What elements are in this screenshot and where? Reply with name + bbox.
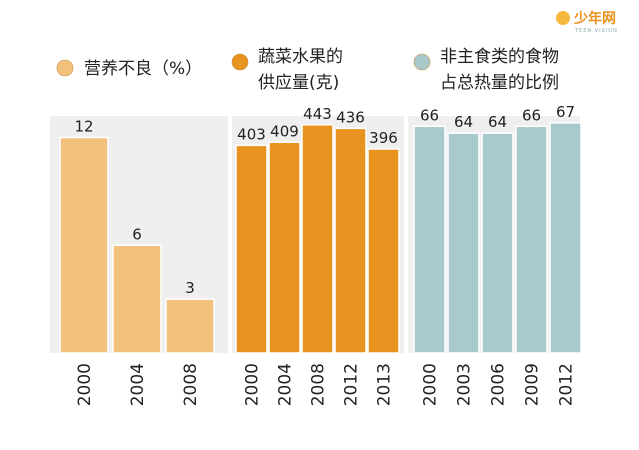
- data-label-3-2009: 66: [522, 106, 541, 124]
- data-label-3-2006: 64: [488, 113, 507, 131]
- legend-label-2-1: 蔬菜水果的: [258, 47, 343, 67]
- legend-swatch-3: [413, 53, 431, 71]
- data-label-3-2000: 66: [420, 106, 439, 124]
- bar-1-2000: [59, 136, 109, 354]
- data-label-2-2012: 436: [336, 108, 365, 126]
- tick-label-3-2003: 2003: [455, 363, 475, 406]
- legend-swatch-2: [231, 53, 249, 71]
- tick-label-2-2012: 2012: [342, 363, 362, 406]
- tick-label-2-2004: 2004: [276, 363, 296, 406]
- legend-label-2-2: 供应量(克): [258, 73, 339, 93]
- legend-label-3-1: 非主食类的食物: [440, 47, 559, 67]
- bar-3-2012: [549, 122, 582, 354]
- tick-label-1-2004: 2004: [128, 363, 148, 406]
- bar-1-2004: [112, 244, 162, 354]
- bar-2-2012: [334, 127, 367, 354]
- bar-3-2009: [515, 125, 548, 354]
- tick-label-2-2008: 2008: [309, 363, 329, 406]
- bar-2-2000: [235, 144, 268, 354]
- tick-label-1-2000: 2000: [75, 363, 95, 406]
- tick-label-3-2009: 2009: [523, 363, 543, 406]
- tick-label-1-2008: 2008: [181, 363, 201, 406]
- legend-label-3-2: 占总热量的比例: [440, 73, 559, 93]
- bar-1-2008: [165, 298, 215, 354]
- legend-swatch-1: [56, 59, 74, 77]
- data-label-2-2000: 403: [237, 125, 266, 143]
- tick-label-3-2012: 2012: [557, 363, 577, 406]
- tick-label-3-2006: 2006: [489, 363, 509, 406]
- bar-2-2013: [367, 148, 400, 354]
- bar-2-2008: [301, 124, 334, 354]
- data-label-2-2013: 396: [369, 129, 398, 147]
- logo-subtext: TEEN VISION: [574, 28, 618, 34]
- tick-label-2-2000: 2000: [243, 363, 263, 406]
- tick-label-3-2000: 2000: [421, 363, 441, 406]
- tick-label-2-2013: 2013: [375, 363, 395, 406]
- data-label-1-2008: 3: [185, 279, 195, 297]
- legend-label-1-1: 营养不良（%）: [84, 59, 202, 79]
- data-label-3-2012: 67: [556, 103, 575, 121]
- bar-2-2004: [268, 141, 301, 354]
- logo-icon: [556, 11, 570, 25]
- bar-3-2003: [447, 132, 480, 354]
- data-label-2-2008: 443: [303, 105, 332, 123]
- data-label-3-2003: 64: [454, 113, 473, 131]
- bar-3-2000: [413, 125, 446, 354]
- data-label-1-2004: 6: [132, 225, 142, 243]
- logo-text: 少年网: [573, 10, 616, 27]
- data-label-2-2004: 409: [270, 122, 299, 140]
- data-label-1-2000: 12: [74, 118, 93, 136]
- bar-3-2006: [481, 132, 514, 354]
